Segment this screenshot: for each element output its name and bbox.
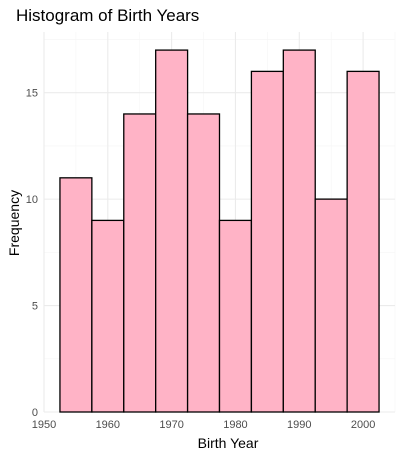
histogram-bar: [92, 220, 124, 412]
y-tick-label: 15: [26, 88, 38, 100]
x-tick-label: 1970: [159, 419, 183, 431]
x-tick-label: 1980: [223, 419, 247, 431]
y-axis-title: Frequency: [6, 190, 22, 256]
x-tick-label: 1950: [32, 419, 56, 431]
histogram-bar: [60, 178, 92, 412]
histogram-bar: [347, 71, 379, 412]
x-axis-ticks: 1950 1960 1970 1980 1990 2000: [32, 419, 376, 431]
y-axis-ticks: 0 5 10 15: [26, 88, 38, 419]
y-tick-label: 5: [32, 301, 38, 313]
x-tick-label: 2000: [351, 419, 375, 431]
chart-title: Histogram of Birth Years: [16, 6, 199, 25]
histogram-bar: [315, 199, 347, 412]
histogram-bar: [220, 220, 252, 412]
x-tick-label: 1960: [96, 419, 120, 431]
histogram-bar: [188, 114, 220, 412]
histogram-bar: [156, 50, 188, 412]
y-tick-label: 10: [26, 194, 38, 206]
histogram-bar: [283, 50, 315, 412]
histogram-bar: [251, 71, 283, 412]
y-tick-label: 0: [32, 407, 38, 419]
x-axis-title: Birth Year: [198, 435, 259, 451]
histogram-bar: [124, 114, 156, 412]
x-tick-label: 1990: [287, 419, 311, 431]
